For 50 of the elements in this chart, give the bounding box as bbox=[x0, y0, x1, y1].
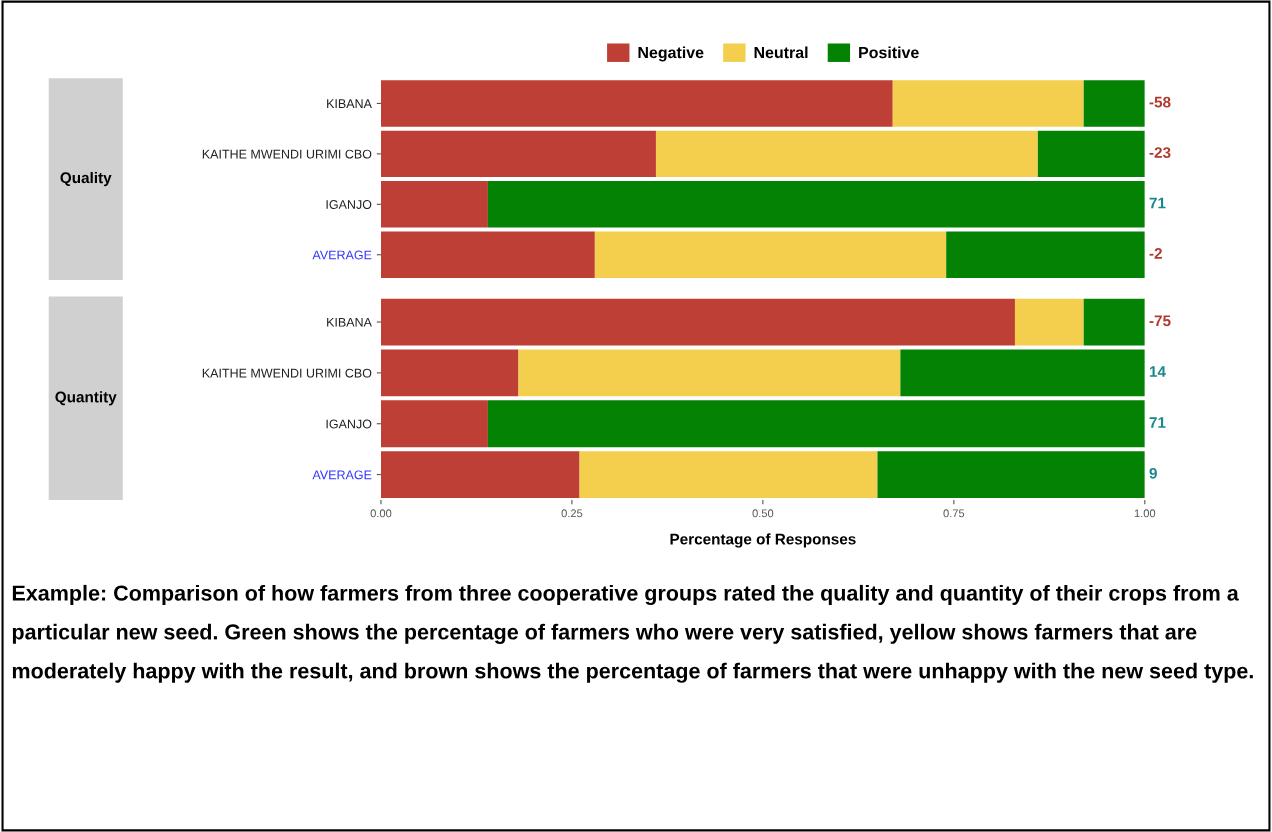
bar bbox=[380, 298, 1015, 346]
bar bbox=[1083, 80, 1145, 127]
text: Quantity bbox=[55, 391, 117, 406]
y-tick-label: KIBANA bbox=[327, 99, 372, 108]
bar bbox=[594, 231, 947, 278]
y-tick-label: KAITHE MWENDI URIMI CBO bbox=[202, 149, 372, 159]
text: 14 bbox=[1149, 366, 1166, 377]
bar bbox=[380, 400, 488, 448]
bar bbox=[380, 181, 488, 228]
x-tick-label: 1.00 bbox=[1134, 509, 1156, 518]
y-tick-label: KAITHE MWENDI URIMI CBO bbox=[202, 368, 372, 378]
bar bbox=[655, 130, 1038, 178]
text: 71 bbox=[1149, 197, 1166, 209]
bar bbox=[380, 231, 595, 278]
bar bbox=[380, 130, 656, 178]
x-tick-label: 0.00 bbox=[370, 509, 392, 518]
y-tick-label: AVERAGE bbox=[312, 250, 372, 260]
text: -75 bbox=[1149, 315, 1171, 327]
bar bbox=[1083, 298, 1145, 346]
text: 9 bbox=[1149, 467, 1157, 479]
bar bbox=[1014, 298, 1084, 346]
y-tick-label: KIBANA bbox=[327, 317, 372, 327]
bar bbox=[380, 80, 893, 127]
text: Example: Comparison of how farmers from three cooperative groups rated the quality and quantity of their crops from a particular new seed. Green shows the percentage of farmers who were very satisfied, yellow shows farmers that are moderately happy with the result, and brown shows the percentage of farmers that were unhappy with the new seed type. bbox=[12, 584, 1253, 683]
text: -2 bbox=[1149, 248, 1162, 259]
y-tick-label: IGANJO bbox=[326, 419, 372, 429]
text: 71 bbox=[1149, 417, 1166, 428]
x-tick-label: 0.50 bbox=[752, 509, 774, 518]
bar bbox=[946, 231, 1145, 278]
bar bbox=[380, 451, 580, 498]
x-tick-label: 0.75 bbox=[943, 509, 965, 518]
y-tick-label: AVERAGE bbox=[312, 470, 372, 480]
legend-label: Negative bbox=[638, 46, 704, 62]
text: Quality bbox=[60, 171, 112, 187]
bar bbox=[518, 349, 901, 397]
x-axis-title: Percentage of Responses bbox=[670, 533, 856, 548]
bar bbox=[487, 181, 1145, 228]
bar bbox=[900, 349, 1145, 397]
bar bbox=[892, 80, 1084, 127]
legend-label: Positive bbox=[859, 46, 919, 59]
bar bbox=[579, 451, 878, 498]
text: -23 bbox=[1149, 147, 1171, 158]
legend-label: Neutral bbox=[754, 46, 808, 59]
bar bbox=[1037, 130, 1145, 178]
bar bbox=[380, 349, 519, 397]
text: -58 bbox=[1149, 96, 1171, 108]
bar bbox=[487, 400, 1145, 448]
y-tick-label: IGANJO bbox=[326, 200, 372, 209]
bar bbox=[877, 451, 1145, 498]
x-tick-label: 0.25 bbox=[561, 509, 583, 518]
